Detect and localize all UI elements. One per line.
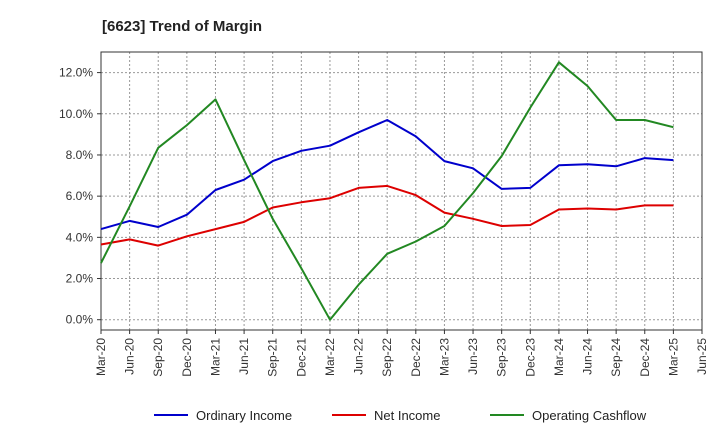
y-axis-ticks: 0.0% 2.0% 4.0% 6.0% 8.0% 10.0% 12.0% xyxy=(59,66,101,327)
series-line-operating-cashflow xyxy=(100,61,674,321)
x-tick-label: Sep-21 xyxy=(266,338,280,377)
x-tick-label: Jun-24 xyxy=(581,338,595,375)
y-tick-label: 12.0% xyxy=(59,66,93,80)
x-tick-label: Dec-22 xyxy=(409,338,423,377)
legend-label-net-income: Net Income xyxy=(374,408,440,423)
y-tick-label: 2.0% xyxy=(66,272,94,286)
y-tick-label: 4.0% xyxy=(66,230,94,244)
x-tick-label: Dec-20 xyxy=(180,338,194,377)
x-tick-label: Jun-21 xyxy=(237,338,251,375)
x-tick-label: Mar-20 xyxy=(94,338,108,376)
x-tick-label: Mar-24 xyxy=(552,338,566,376)
x-tick-label: Dec-21 xyxy=(294,338,308,377)
x-tick-label: Sep-22 xyxy=(380,338,394,377)
x-tick-label: Dec-23 xyxy=(523,338,537,377)
gridlines xyxy=(100,52,703,330)
x-tick-label: Mar-25 xyxy=(666,338,680,376)
x-tick-label: Mar-21 xyxy=(208,338,222,376)
y-tick-label: 8.0% xyxy=(66,148,94,162)
x-tick-label: Sep-24 xyxy=(609,338,623,377)
x-tick-label: Dec-24 xyxy=(638,338,652,377)
series-lines xyxy=(100,61,674,321)
x-tick-label: Mar-23 xyxy=(437,338,451,376)
x-tick-label: Mar-22 xyxy=(323,338,337,376)
plot-area-frame xyxy=(100,51,703,331)
y-tick-label: 0.0% xyxy=(66,313,94,327)
x-tick-label: Jun-23 xyxy=(466,338,480,375)
series-line-ordinary-income xyxy=(100,119,674,231)
x-tick-label: Jun-22 xyxy=(352,338,366,375)
y-tick-label: 6.0% xyxy=(66,189,94,203)
x-tick-label: Sep-20 xyxy=(151,338,165,377)
legend-label-operating-cashflow: Operating Cashflow xyxy=(532,408,647,423)
legend: Ordinary Income Net Income Operating Cashf… xyxy=(154,408,647,423)
chart-title: [6623] Trend of Margin xyxy=(102,18,262,35)
x-axis-ticks: Mar-20 Jun-20 Sep-20 Dec-20 Mar-21 Jun-21 Sep-… xyxy=(94,330,709,377)
x-tick-label: Jun-20 xyxy=(123,338,137,375)
series-line-net-income xyxy=(100,184,674,247)
y-tick-label: 10.0% xyxy=(59,107,93,121)
x-tick-label: Jun-25 xyxy=(695,338,709,375)
legend-label-ordinary-income: Ordinary Income xyxy=(196,408,292,423)
x-tick-label: Sep-23 xyxy=(495,338,509,377)
